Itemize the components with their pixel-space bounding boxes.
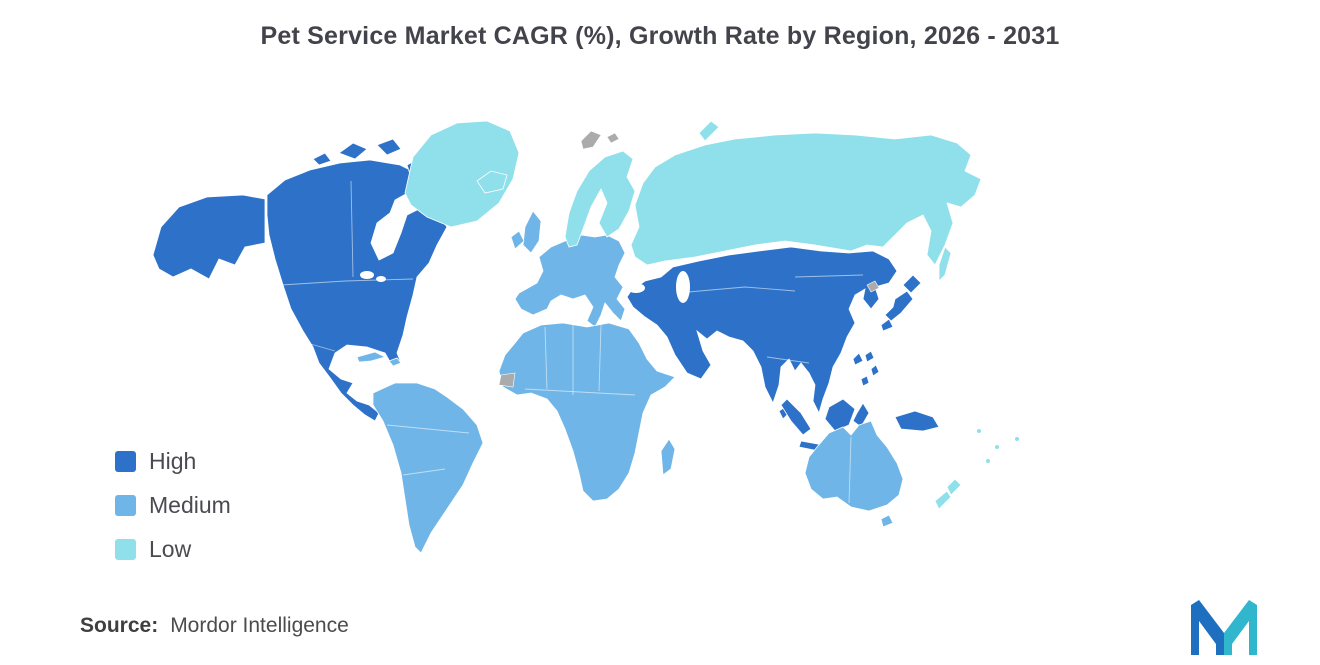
region-north-america xyxy=(152,138,448,422)
region-svalbard xyxy=(580,130,620,150)
legend-label-medium: Medium xyxy=(149,492,231,518)
chart-title: Pet Service Market CAGR (%), Growth Rate… xyxy=(260,22,1060,50)
region-greenland xyxy=(404,120,520,228)
region-asia-middle-east xyxy=(626,246,898,420)
legend-swatch-low xyxy=(115,539,136,560)
region-europe xyxy=(510,210,626,336)
region-iceland xyxy=(476,170,508,194)
region-japan xyxy=(880,274,922,332)
region-scandinavia xyxy=(564,150,636,248)
region-south-america xyxy=(372,382,484,554)
source-label: Source: xyxy=(80,614,159,637)
world-map xyxy=(152,120,1020,554)
region-australia xyxy=(804,420,904,528)
pacific-islands xyxy=(976,428,1020,464)
legend-label-high: High xyxy=(149,448,197,474)
region-new-zealand xyxy=(934,478,962,510)
source-line: Source: Mordor Intelligence xyxy=(80,614,349,638)
region-western-sahara xyxy=(498,372,516,388)
water-bodies xyxy=(360,271,690,303)
region-philippines xyxy=(860,350,880,387)
logo-m-right-teal xyxy=(1224,600,1257,655)
legend-item-high: High xyxy=(115,448,231,475)
region-africa xyxy=(498,322,676,502)
mordor-intelligence-logo xyxy=(1191,600,1257,655)
logo-m-left-blue xyxy=(1191,600,1224,655)
region-north-korea xyxy=(866,280,880,293)
legend: High Medium Low xyxy=(115,448,231,563)
region-russia xyxy=(630,120,982,282)
legend-item-low: Low xyxy=(115,536,231,563)
region-indonesia xyxy=(780,398,940,454)
legend-label-low: Low xyxy=(149,536,192,562)
region-caribbean xyxy=(356,351,402,367)
legend-item-medium: Medium xyxy=(115,492,231,519)
source-value: Mordor Intelligence xyxy=(170,614,349,637)
country-borders xyxy=(280,180,864,504)
legend-swatch-medium xyxy=(115,495,136,516)
legend-swatch-high xyxy=(115,451,136,472)
